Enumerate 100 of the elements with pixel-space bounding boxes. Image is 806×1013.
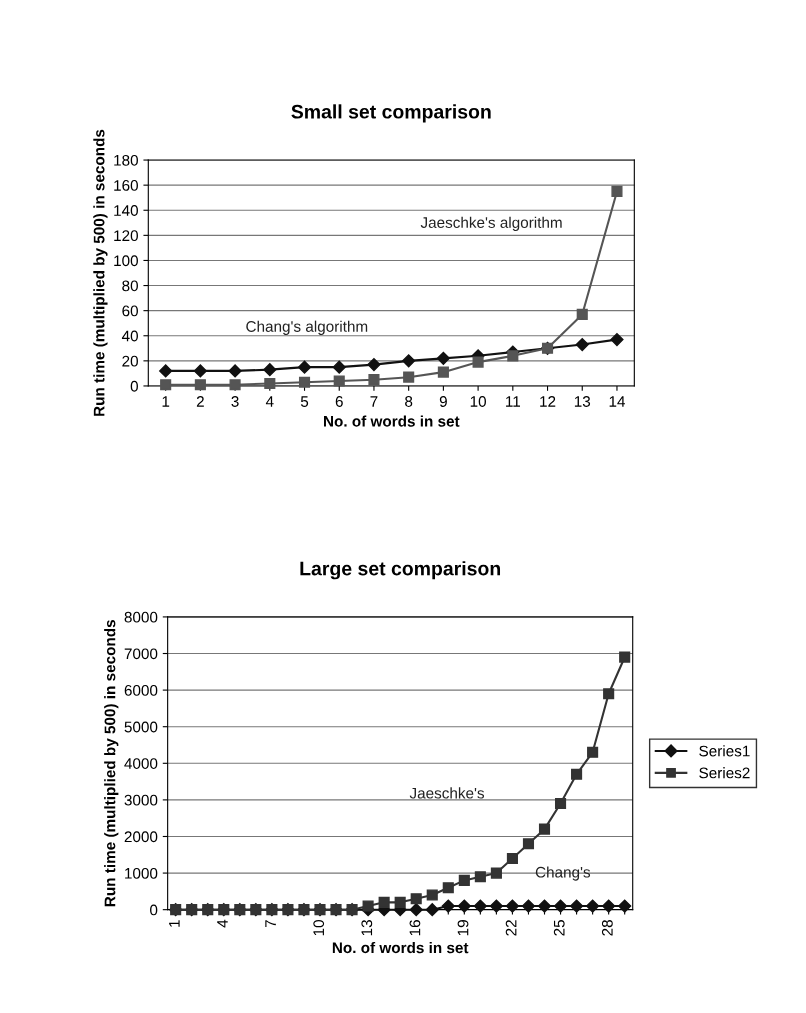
- x-tick-label: 3: [231, 396, 239, 407]
- point: [394, 896, 406, 908]
- point: [332, 360, 346, 374]
- point: [474, 871, 486, 883]
- annotation: Jaeschke's: [409, 787, 485, 799]
- y-tick-label: 100: [114, 255, 138, 267]
- y-tick-label: 20: [122, 355, 138, 367]
- point: [297, 360, 312, 374]
- point: [521, 899, 536, 913]
- point: [378, 896, 390, 908]
- legend-label: Series2: [699, 767, 750, 779]
- point: [264, 377, 276, 389]
- point: [575, 337, 589, 352]
- point: [489, 899, 503, 913]
- point: [587, 746, 599, 758]
- y-tick-label: 4000: [124, 758, 158, 769]
- y-tick-label: 6000: [124, 684, 158, 696]
- point: [458, 874, 470, 886]
- point: [160, 379, 172, 391]
- y-tick-label: 0: [130, 380, 138, 392]
- y-tick-label: 60: [122, 305, 138, 317]
- y-tick-label: 160: [114, 180, 138, 191]
- y-tick-label: 1000: [125, 867, 158, 879]
- x-tick-label: 2: [196, 396, 204, 407]
- y-tick-label: 180: [114, 154, 138, 166]
- x-tick-label: 4: [265, 396, 274, 407]
- point: [368, 374, 380, 386]
- point: [619, 651, 631, 663]
- y-tick-label: 2000: [124, 831, 158, 843]
- point: [263, 363, 277, 377]
- x-tick-label: 9: [439, 396, 447, 407]
- point: [442, 882, 454, 894]
- point: [472, 356, 484, 368]
- point: [457, 899, 471, 913]
- x-axis-title: No. of words in set: [324, 415, 460, 427]
- y-tick-label: 0: [150, 904, 158, 916]
- point: [437, 366, 449, 378]
- legend-label: Series1: [699, 745, 750, 757]
- y-tick-label: 40: [121, 330, 138, 342]
- annotation: Chang's: [535, 866, 591, 881]
- point: [436, 351, 450, 365]
- point: [537, 899, 552, 913]
- chart-title: Large set comparison: [300, 561, 501, 580]
- x-tick-label: 6: [335, 396, 343, 407]
- x-tick-label: 8: [405, 396, 413, 407]
- x-tick-label: 5: [300, 396, 309, 407]
- x-tick-label: 13: [361, 920, 373, 936]
- point: [571, 768, 583, 780]
- point: [538, 823, 551, 835]
- annotation: Chang's algorithm: [246, 320, 368, 335]
- point: [576, 308, 588, 320]
- x-tick-label: 7: [265, 920, 276, 928]
- point: [441, 899, 455, 913]
- point: [410, 893, 422, 905]
- point: [569, 899, 584, 913]
- point: [522, 838, 535, 850]
- point: [618, 899, 632, 913]
- point: [603, 688, 615, 700]
- point: [611, 185, 623, 197]
- point: [367, 358, 381, 372]
- x-tick-label: 22: [505, 920, 517, 936]
- point: [193, 364, 207, 378]
- x-tick-label: 13: [574, 396, 591, 407]
- y-tick-label: 8000: [124, 611, 158, 623]
- point: [409, 903, 423, 917]
- point: [362, 900, 374, 912]
- point: [229, 379, 241, 391]
- point: [402, 354, 416, 368]
- x-axis-title: No. of words in set: [332, 941, 469, 954]
- point: [610, 332, 624, 347]
- x-tick-label: 11: [506, 396, 521, 407]
- x-tick-label: 14: [609, 396, 626, 407]
- point: [553, 899, 568, 913]
- x-tick-label: 10: [313, 919, 325, 936]
- x-tick-label: 1: [162, 396, 170, 407]
- point: [333, 375, 345, 387]
- point: [298, 376, 311, 388]
- point: [473, 899, 487, 913]
- chart-title: Small set comparison: [291, 104, 491, 123]
- y-tick-label: 140: [114, 205, 138, 216]
- point: [228, 364, 242, 378]
- point: [586, 899, 600, 913]
- x-tick-label: 10: [470, 396, 486, 407]
- point: [490, 867, 502, 879]
- point: [403, 371, 415, 383]
- y-axis-title: Run time (multiplied by 500) in seconds: [104, 620, 119, 907]
- y-tick-label: 7000: [124, 648, 158, 660]
- y-tick-label: 3000: [124, 794, 158, 806]
- point: [602, 899, 616, 913]
- y-axis-title: Run time (multiplied by 500) in seconds: [93, 129, 108, 416]
- x-tick-label: 19: [457, 920, 469, 936]
- x-tick-label: 1: [169, 920, 180, 927]
- annotation: Jaeschke's algorithm: [420, 216, 562, 231]
- y-tick-label: 5000: [124, 721, 158, 733]
- x-tick-label: 12: [540, 396, 556, 407]
- point: [507, 350, 519, 362]
- x-tick-label: 16: [409, 920, 421, 936]
- point: [506, 852, 518, 864]
- point: [194, 379, 206, 391]
- y-tick-label: 120: [114, 230, 138, 242]
